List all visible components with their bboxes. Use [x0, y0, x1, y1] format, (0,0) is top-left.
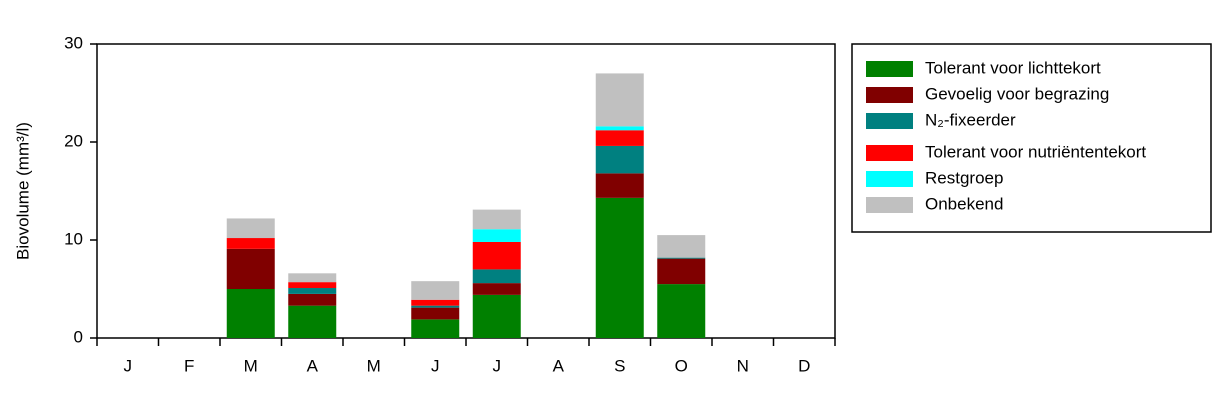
bar-segment: [472, 241, 521, 270]
y-tick-label: 10: [64, 229, 83, 248]
bar-segment: [411, 319, 460, 338]
legend-label: Restgroep: [925, 168, 1003, 187]
bar-segment: [595, 73, 644, 127]
y-tick-label: 30: [64, 33, 83, 52]
x-tick-label: O: [675, 356, 688, 375]
legend-label: Tolerant voor nutriëntentekort: [925, 142, 1146, 161]
bar-segment: [411, 281, 460, 300]
x-tick-label: F: [184, 356, 194, 375]
bar-segment: [226, 248, 275, 289]
bar-segment: [288, 305, 337, 338]
x-tick-label: S: [614, 356, 625, 375]
x-tick-label: D: [798, 356, 810, 375]
x-tick-label: M: [244, 356, 258, 375]
bar-segment: [657, 284, 706, 338]
legend-label: Onbekend: [925, 194, 1003, 213]
bar-segment: [288, 282, 337, 289]
bar-segment: [288, 293, 337, 306]
y-tick-label: 0: [74, 327, 83, 346]
bar-segment: [595, 197, 644, 338]
bar-segment: [411, 307, 460, 320]
x-tick-label: A: [307, 356, 319, 375]
plot-frame: [96, 43, 836, 339]
bar-segment: [595, 126, 644, 131]
y-axis-label: Biovolume (mm³/l): [13, 122, 32, 260]
bar-segment: [595, 130, 644, 146]
x-tick-label: J: [493, 356, 502, 375]
x-tick-label: J: [431, 356, 440, 375]
y-tick-label: 20: [64, 131, 83, 150]
x-tick-label: J: [124, 356, 133, 375]
bar-segment: [411, 299, 460, 306]
bar-segment: [411, 305, 460, 308]
legend-swatch: [866, 171, 913, 187]
bar-segment: [595, 173, 644, 198]
bar-segment: [288, 273, 337, 283]
legend-label: N₂-fixeerder: [925, 110, 1016, 129]
x-tick-label: A: [553, 356, 565, 375]
x-tick-label: N: [737, 356, 749, 375]
bar-segment: [472, 209, 521, 230]
bar-segment: [226, 289, 275, 338]
bar-segment: [288, 288, 337, 294]
bar-segment: [657, 258, 706, 285]
bar-segment: [472, 229, 521, 242]
legend-swatch: [866, 61, 913, 77]
bar-segment: [226, 218, 275, 239]
bar-segment: [595, 145, 644, 174]
legend-label: Gevoelig voor begrazing: [925, 84, 1109, 103]
bar-segment: [657, 235, 706, 258]
legend-label: Tolerant voor lichttekort: [925, 58, 1101, 77]
bar-segment: [472, 294, 521, 338]
bar-segment: [657, 257, 706, 259]
legend-swatch: [866, 197, 913, 213]
x-tick-label: M: [367, 356, 381, 375]
legend-swatch: [866, 113, 913, 129]
bar-segment: [226, 238, 275, 249]
bar-segment: [472, 283, 521, 295]
legend-swatch: [866, 87, 913, 103]
bar-segment: [472, 269, 521, 284]
legend-swatch: [866, 145, 913, 161]
